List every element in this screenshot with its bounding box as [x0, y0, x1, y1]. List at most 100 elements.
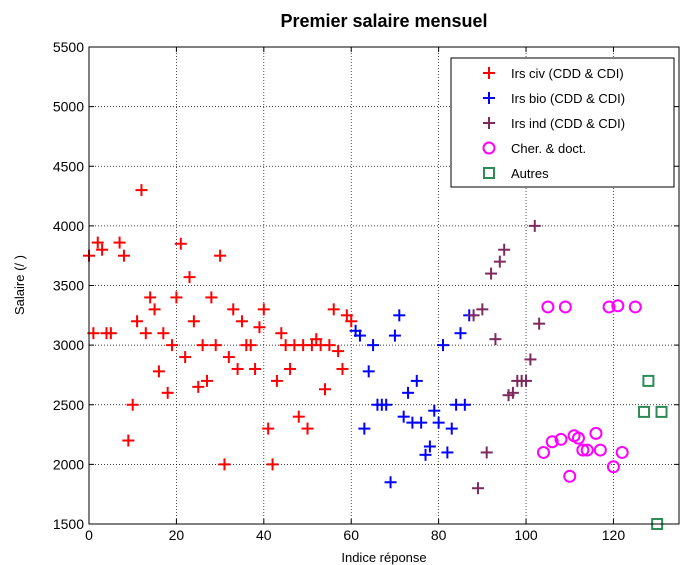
data-point: [606, 460, 620, 474]
data-point: [384, 476, 397, 489]
data-point: [454, 327, 467, 340]
data-point: [148, 303, 161, 316]
data-point: [222, 351, 235, 364]
data-point: [533, 317, 546, 330]
data-point: [209, 339, 222, 352]
data-point: [327, 303, 340, 316]
y-tick-label: 5000: [53, 99, 84, 115]
series-1: [83, 184, 358, 471]
data-point: [541, 300, 555, 314]
data-point: [253, 321, 266, 334]
data-point: [419, 448, 432, 461]
data-point: [358, 422, 371, 435]
data-point: [292, 410, 305, 423]
data-point: [545, 435, 559, 449]
data-point: [458, 398, 471, 411]
data-point: [201, 374, 213, 387]
data-point: [428, 404, 441, 417]
y-tick-label: 4000: [53, 218, 84, 234]
data-point: [183, 271, 196, 284]
data-point: [157, 327, 170, 340]
data-point: [249, 362, 262, 375]
data-point: [152, 365, 165, 378]
y-tick-label: 5500: [53, 39, 84, 55]
data-point: [262, 422, 275, 435]
x-tick-label: 40: [256, 527, 272, 543]
data-point: [235, 315, 248, 328]
data-point: [187, 315, 200, 328]
y-tick-label: 2500: [53, 397, 84, 413]
data-point: [266, 458, 279, 471]
data-point: [611, 299, 625, 313]
data-point: [554, 432, 568, 446]
data-point: [485, 267, 498, 280]
data-point: [91, 236, 104, 249]
data-point: [393, 309, 406, 322]
data-point: [231, 362, 244, 375]
data-point: [367, 339, 380, 352]
legend: Irs civ (CDD & CDI) Irs bio (CDD & CDI) Ir…: [450, 57, 675, 188]
series-4: [537, 299, 642, 483]
x-tick-label: 120: [602, 527, 626, 543]
legend-marker: [483, 117, 495, 129]
legend-label: Irs bio (CDD & CDI): [511, 91, 625, 106]
y-tick-label: 2000: [53, 456, 84, 472]
legend-label: Irs civ (CDD & CDI): [511, 66, 624, 81]
data-point: [467, 309, 480, 322]
data-point: [506, 386, 519, 399]
x-axis-label: Indice réponse: [341, 550, 426, 565]
data-point: [628, 300, 642, 314]
data-point: [476, 303, 489, 316]
data-point: [415, 416, 428, 429]
data-point: [196, 339, 209, 352]
data-point: [402, 386, 415, 399]
legend-marker: [483, 67, 495, 79]
data-point: [345, 315, 358, 328]
data-point: [520, 374, 533, 387]
data-point: [642, 374, 655, 387]
data-point: [489, 333, 502, 346]
data-point: [615, 445, 629, 459]
x-tick-label: 100: [514, 527, 538, 543]
data-point: [471, 482, 484, 495]
data-point: [576, 443, 590, 457]
data-point: [580, 443, 594, 457]
x-tick-label: 20: [169, 527, 185, 543]
data-point: [244, 339, 257, 352]
axis-ticks: 0 20 40 60 80 100 120 1500 2000 2500 3000 3500 4000 4…: [53, 39, 679, 543]
x-tick-label: 0: [85, 527, 93, 543]
data-point: [284, 362, 297, 375]
data-point: [161, 386, 174, 399]
y-tick-label: 1500: [53, 516, 84, 532]
data-point: [423, 440, 436, 453]
data-point: [593, 443, 607, 457]
data-point: [528, 219, 541, 232]
data-point: [380, 398, 393, 411]
data-point: [144, 291, 157, 304]
data-points: [83, 184, 668, 530]
data-point: [602, 300, 616, 314]
data-point: [166, 339, 179, 352]
x-tick-label: 80: [431, 527, 447, 543]
data-point: [323, 339, 336, 352]
data-point: [319, 383, 331, 396]
data-point: [275, 327, 288, 340]
data-point: [362, 365, 375, 378]
data-point: [218, 458, 231, 471]
x-tick-label: 60: [343, 527, 359, 543]
data-point: [270, 374, 283, 387]
legend-marker: [483, 92, 495, 104]
data-point: [524, 353, 537, 366]
data-point: [655, 405, 668, 418]
data-point: [135, 184, 148, 197]
data-point: [122, 434, 135, 447]
data-point: [192, 380, 205, 393]
data-point: [301, 422, 314, 435]
y-tick-label: 3500: [53, 278, 84, 294]
data-point: [179, 351, 192, 364]
data-point: [113, 236, 126, 249]
data-point: [537, 445, 551, 459]
data-point: [563, 469, 577, 483]
chart-title: Premier salaire mensuel: [280, 11, 487, 31]
data-point: [388, 329, 401, 342]
